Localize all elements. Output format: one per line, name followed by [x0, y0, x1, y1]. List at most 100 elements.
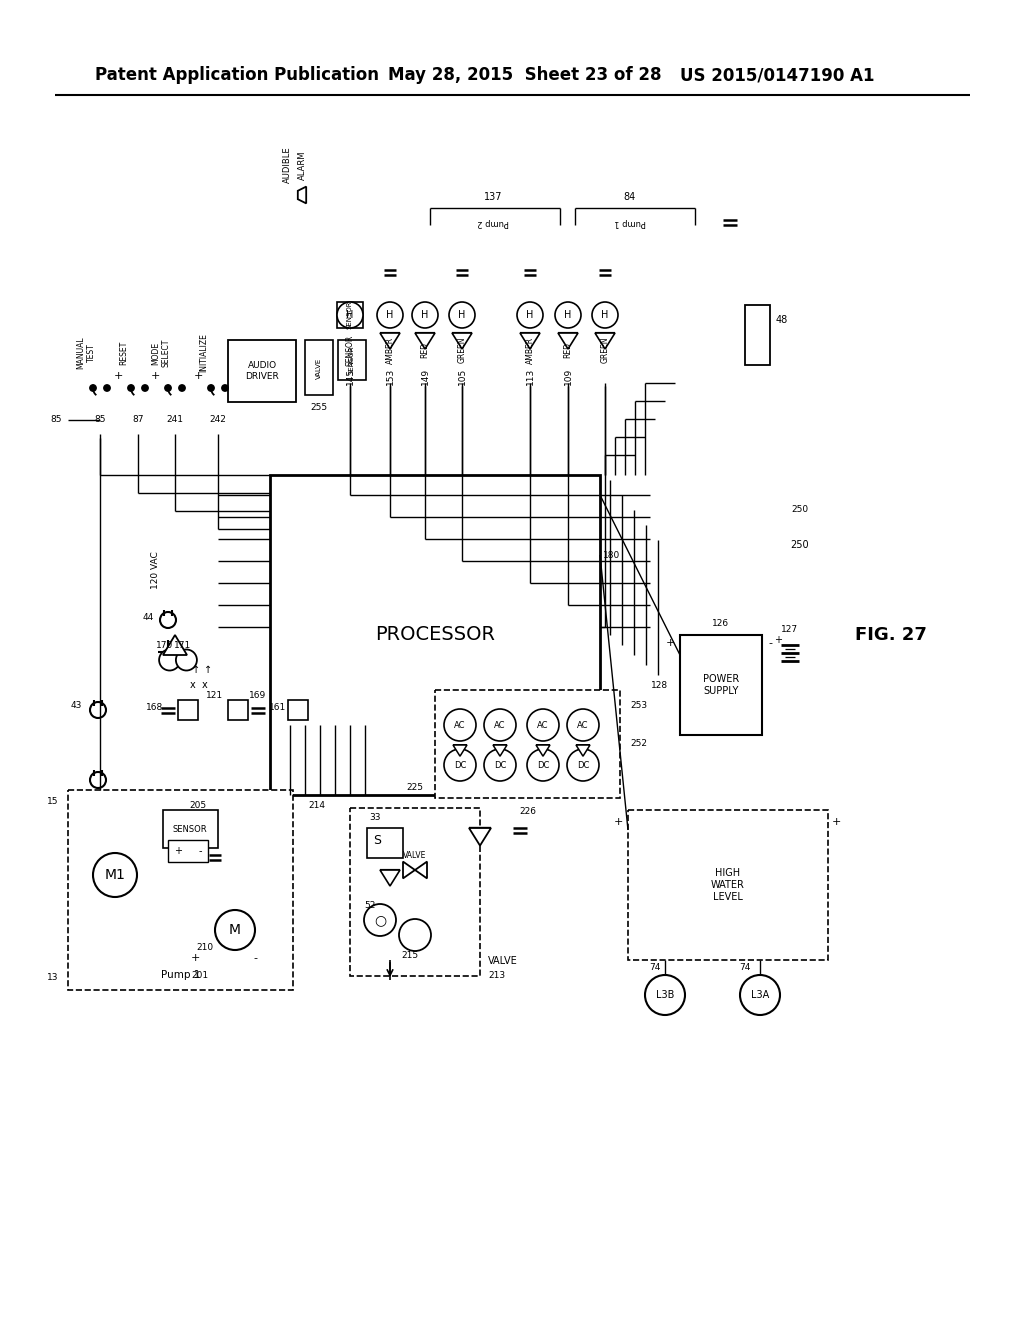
Text: 121: 121 — [207, 690, 223, 700]
Circle shape — [449, 302, 475, 327]
Text: AMBER: AMBER — [385, 337, 394, 363]
Text: 126: 126 — [713, 619, 729, 627]
Text: 33: 33 — [370, 813, 381, 822]
Text: GREEN: GREEN — [458, 337, 467, 363]
Text: x: x — [202, 680, 208, 690]
Text: 52: 52 — [365, 900, 376, 909]
Text: M: M — [229, 923, 241, 937]
Text: +: + — [174, 846, 182, 855]
Text: H: H — [346, 310, 353, 319]
Bar — [163, 810, 218, 847]
Polygon shape — [415, 333, 435, 348]
Text: 226: 226 — [519, 808, 536, 817]
Circle shape — [364, 904, 396, 936]
Text: H: H — [564, 310, 571, 319]
Text: US 2015/0147190 A1: US 2015/0147190 A1 — [680, 66, 874, 84]
Text: VALVE: VALVE — [488, 956, 518, 966]
Text: 205: 205 — [189, 800, 207, 809]
Text: +: + — [774, 635, 782, 645]
Polygon shape — [403, 862, 415, 878]
Text: 250: 250 — [792, 506, 809, 515]
Text: +: + — [151, 371, 160, 381]
Circle shape — [159, 649, 180, 671]
Circle shape — [527, 709, 559, 741]
Bar — [288, 700, 308, 719]
Polygon shape — [595, 333, 615, 348]
Text: 201: 201 — [191, 970, 209, 979]
Text: H: H — [601, 310, 608, 319]
Text: ↑: ↑ — [204, 665, 212, 675]
Bar — [228, 341, 296, 403]
Text: 109: 109 — [563, 367, 572, 384]
Bar — [270, 475, 600, 795]
Polygon shape — [493, 744, 507, 756]
Text: 168: 168 — [146, 704, 164, 713]
Text: -: - — [199, 846, 202, 855]
Text: 13: 13 — [46, 974, 58, 982]
Text: 161: 161 — [269, 704, 287, 713]
Text: 85: 85 — [50, 416, 62, 425]
Text: 74: 74 — [649, 964, 660, 973]
Text: 255: 255 — [310, 404, 328, 412]
Bar — [68, 789, 293, 990]
Bar — [337, 302, 362, 327]
Text: +: + — [613, 817, 623, 828]
Text: -: - — [768, 638, 772, 648]
Text: AMBER: AMBER — [525, 337, 535, 363]
Text: L3A: L3A — [751, 990, 769, 1001]
Text: DC: DC — [454, 760, 466, 770]
Text: AC: AC — [538, 721, 549, 730]
Text: +: + — [190, 953, 200, 964]
Circle shape — [93, 853, 137, 898]
Polygon shape — [380, 870, 400, 886]
Text: DC: DC — [577, 760, 589, 770]
Circle shape — [444, 709, 476, 741]
Circle shape — [222, 385, 228, 391]
Text: 169: 169 — [250, 690, 266, 700]
Text: +: + — [194, 371, 203, 381]
Text: SENSOR: SENSOR — [349, 346, 355, 375]
Text: +: + — [114, 371, 123, 381]
Text: Patent Application Publication: Patent Application Publication — [95, 66, 379, 84]
Text: SENSOR: SENSOR — [347, 301, 353, 329]
Text: H: H — [459, 310, 466, 319]
Text: MODE
SELECT: MODE SELECT — [152, 339, 171, 367]
Circle shape — [215, 909, 255, 950]
Polygon shape — [298, 186, 306, 203]
Bar — [228, 700, 248, 719]
Text: DC: DC — [494, 760, 506, 770]
Text: 15: 15 — [46, 797, 58, 807]
Text: 145: 145 — [345, 367, 354, 384]
Text: 44: 44 — [142, 614, 154, 623]
Circle shape — [555, 302, 581, 327]
Bar — [168, 840, 208, 862]
Text: +: + — [831, 817, 841, 828]
Circle shape — [90, 702, 106, 718]
Text: Pump 2: Pump 2 — [477, 218, 509, 227]
Bar — [680, 635, 762, 735]
Polygon shape — [380, 333, 400, 348]
Text: 85: 85 — [94, 416, 105, 425]
Text: AUDIO
DRIVER: AUDIO DRIVER — [245, 362, 279, 380]
Text: HIGH
WATER
LEVEL: HIGH WATER LEVEL — [711, 869, 744, 902]
Bar — [305, 341, 333, 395]
Polygon shape — [536, 744, 550, 756]
Circle shape — [740, 975, 780, 1015]
Bar — [628, 810, 828, 960]
Text: Pump 1: Pump 1 — [161, 970, 200, 979]
Text: H: H — [421, 310, 429, 319]
Circle shape — [412, 302, 438, 327]
Circle shape — [484, 709, 516, 741]
Text: Pump 1: Pump 1 — [614, 218, 646, 227]
Text: 149: 149 — [421, 367, 429, 384]
Circle shape — [90, 385, 96, 391]
Text: 153: 153 — [385, 367, 394, 384]
Text: GREEN: GREEN — [600, 337, 609, 363]
Circle shape — [104, 385, 110, 391]
Text: 253: 253 — [630, 701, 647, 710]
Text: 105: 105 — [458, 367, 467, 384]
Text: AC: AC — [455, 721, 466, 730]
Polygon shape — [575, 744, 590, 756]
Text: 180: 180 — [603, 550, 621, 560]
Circle shape — [165, 385, 171, 391]
